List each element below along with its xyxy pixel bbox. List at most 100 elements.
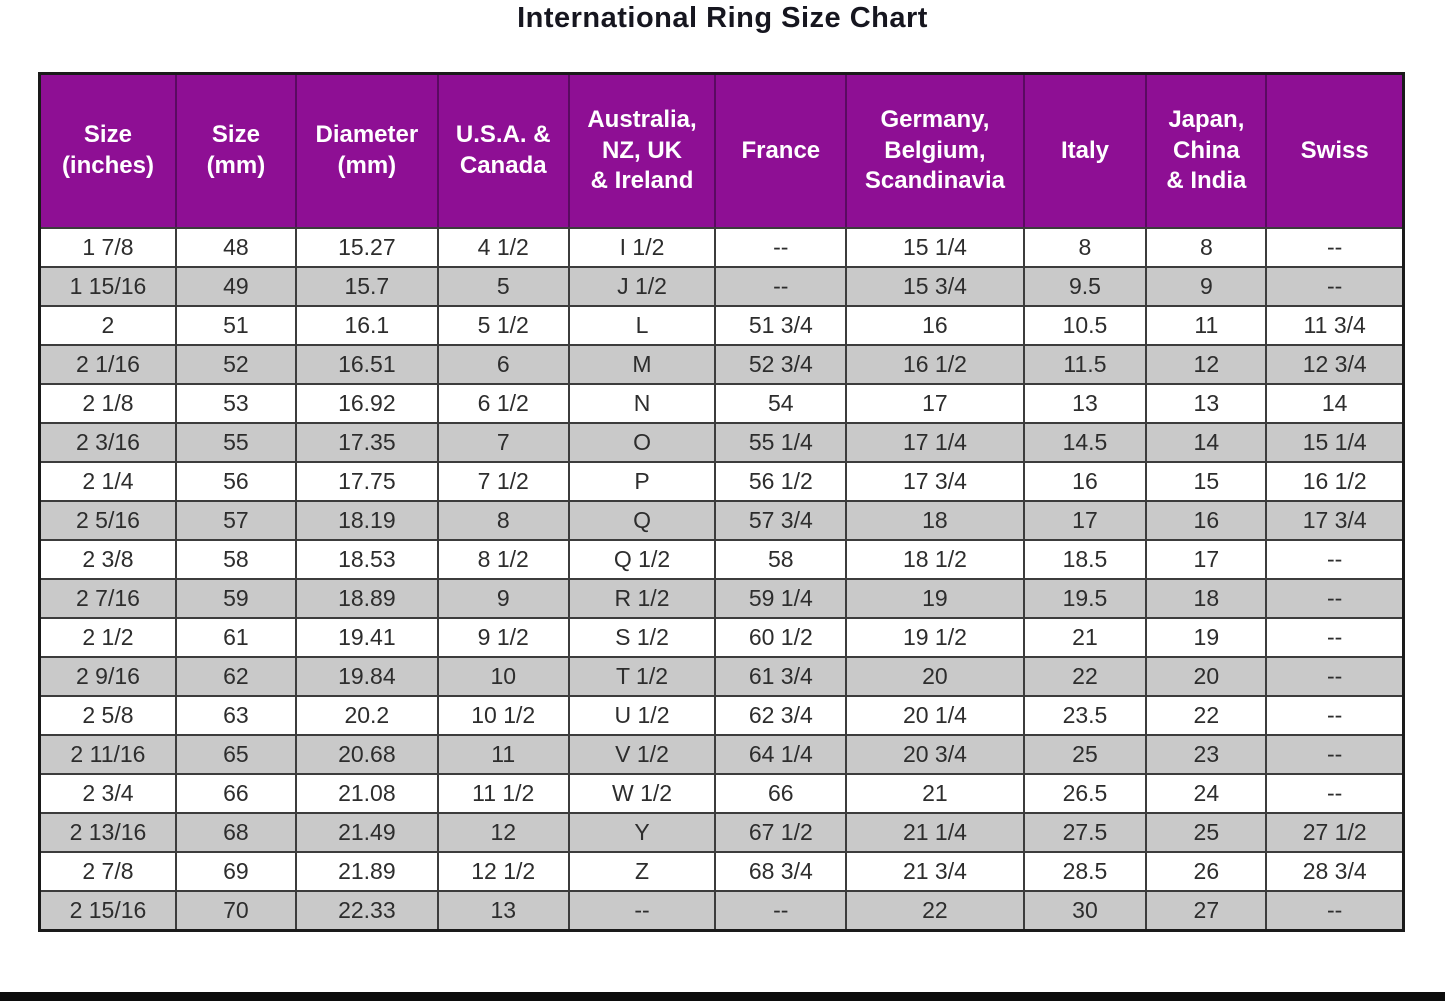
header-row: Size (inches) Size (mm) Diameter (mm) U.S.A… xyxy=(39,73,1404,229)
table-cell: Q 1/2 xyxy=(567,539,717,580)
table-cell: 48 xyxy=(174,227,297,268)
table-cell: 19 xyxy=(1145,617,1268,658)
page-title: International Ring Size Chart xyxy=(517,2,928,34)
table-cell: Y xyxy=(567,812,717,853)
table-cell: 2 9/16 xyxy=(38,656,177,697)
table-cell: 9 xyxy=(436,578,570,619)
table-cell: 64 1/4 xyxy=(714,734,848,775)
table-row: 2 7/16 59 18.89 9 R 1/2 59 1/4 19 19.5 18 -- xyxy=(38,578,1405,619)
table-cell: 13 xyxy=(436,890,570,932)
table-cell: 21 xyxy=(1022,617,1148,658)
table-cell: 8 1/2 xyxy=(436,539,570,580)
column-header: U.S.A. & Canada xyxy=(436,73,569,229)
table-cell: 11 1/2 xyxy=(436,773,570,814)
table-cell: 17.75 xyxy=(294,461,439,502)
table-row: 2 51 16.1 5 1/2 L 51 3/4 16 10.5 11 11 3/4 xyxy=(38,305,1405,346)
table-cell: 10 1/2 xyxy=(436,695,570,736)
table-row: 2 5/16 57 18.19 8 Q 57 3/4 18 17 16 17 3/4 xyxy=(38,500,1405,541)
table-cell: 2 1/4 xyxy=(38,461,177,502)
table-cell: 15 1/4 xyxy=(845,227,1025,268)
table-cell: 19 1/2 xyxy=(845,617,1025,658)
table-cell: 2 3/4 xyxy=(38,773,177,814)
table-cell: 25 xyxy=(1145,812,1268,853)
table-cell: 22 xyxy=(845,890,1025,932)
table-cell: 30 xyxy=(1022,890,1148,932)
table-cell: 57 xyxy=(174,500,297,541)
table-cell: 28 3/4 xyxy=(1265,851,1405,892)
table-cell: 68 3/4 xyxy=(714,851,848,892)
table-cell: 9 xyxy=(1145,266,1268,307)
table-cell: 20 xyxy=(1145,656,1268,697)
table-cell: 19.5 xyxy=(1022,578,1148,619)
table-cell: -- xyxy=(1265,578,1405,619)
table-cell: 2 15/16 xyxy=(38,890,177,932)
column-header: Australia, NZ, UK & Ireland xyxy=(567,73,716,229)
table-cell: 66 xyxy=(714,773,848,814)
table-cell: 25 xyxy=(1022,734,1148,775)
table-cell: I 1/2 xyxy=(567,227,717,268)
table-row: 2 1/2 61 19.41 9 1/2 S 1/2 60 1/2 19 1/2 21 19 -- xyxy=(38,617,1405,658)
table-cell: W 1/2 xyxy=(567,773,717,814)
table-cell: 2 1/16 xyxy=(38,344,177,385)
table-cell: 27.5 xyxy=(1022,812,1148,853)
table-cell: 56 xyxy=(174,461,297,502)
table-cell: 67 1/2 xyxy=(714,812,848,853)
table-cell: 21 xyxy=(845,773,1025,814)
table-cell: 65 xyxy=(174,734,297,775)
table-row: 2 1/4 56 17.75 7 1/2 P 56 1/2 17 3/4 16 15 16 1/2 xyxy=(38,461,1405,502)
table-cell: 27 xyxy=(1145,890,1268,932)
table-cell: 9.5 xyxy=(1022,266,1148,307)
table-cell: 7 xyxy=(436,422,570,463)
ring-size-table: Size (inches) Size (mm) Diameter (mm) U.S.A… xyxy=(38,72,1405,932)
table-cell: 11 xyxy=(1145,305,1268,346)
table-cell: 13 xyxy=(1145,383,1268,424)
table-cell: 8 xyxy=(436,500,570,541)
table-cell: 15.27 xyxy=(294,227,439,268)
table-cell: -- xyxy=(1265,890,1405,932)
table-cell: U 1/2 xyxy=(567,695,717,736)
column-header: Japan, China & India xyxy=(1145,73,1267,229)
table-row: 2 9/16 62 19.84 10 T 1/2 61 3/4 20 22 20 -- xyxy=(38,656,1405,697)
table-cell: 2 7/16 xyxy=(38,578,177,619)
table-cell: 56 1/2 xyxy=(714,461,848,502)
table-cell: O xyxy=(567,422,717,463)
table-cell: 18.53 xyxy=(294,539,439,580)
table-cell: 61 3/4 xyxy=(714,656,848,697)
table-row: 2 3/8 58 18.53 8 1/2 Q 1/2 58 18 1/2 18.5 17 -- xyxy=(38,539,1405,580)
column-header: Size (inches) xyxy=(39,73,176,229)
table-cell: 26.5 xyxy=(1022,773,1148,814)
table-cell: 20 xyxy=(845,656,1025,697)
table-cell: -- xyxy=(1265,227,1405,268)
table-cell: 68 xyxy=(174,812,297,853)
table-cell: -- xyxy=(1265,656,1405,697)
table-cell: 17 xyxy=(845,383,1025,424)
table-cell: 17 3/4 xyxy=(845,461,1025,502)
table-cell: 61 xyxy=(174,617,297,658)
table-cell: -- xyxy=(567,890,717,932)
table-cell: 11 xyxy=(436,734,570,775)
table-cell: 18 1/2 xyxy=(845,539,1025,580)
table-cell: 55 1/4 xyxy=(714,422,848,463)
table-cell: 12 1/2 xyxy=(436,851,570,892)
table-cell: 5 xyxy=(436,266,570,307)
table-cell: 63 xyxy=(174,695,297,736)
table-cell: 22.33 xyxy=(294,890,439,932)
table-row: 2 3/4 66 21.08 11 1/2 W 1/2 66 21 26.5 24 -- xyxy=(38,773,1405,814)
table-cell: 51 xyxy=(174,305,297,346)
table-cell: Q xyxy=(567,500,717,541)
table-cell: S 1/2 xyxy=(567,617,717,658)
table-row: 2 5/8 63 20.2 10 1/2 U 1/2 62 3/4 20 1/4 23.5 22… xyxy=(38,695,1405,736)
table-cell: 22 xyxy=(1022,656,1148,697)
table-cell: T 1/2 xyxy=(567,656,717,697)
table-cell: 55 xyxy=(174,422,297,463)
table-cell: 18.19 xyxy=(294,500,439,541)
table-cell: 2 1/8 xyxy=(38,383,177,424)
table-row: 1 15/16 49 15.7 5 J 1/2 -- 15 3/4 9.5 9 -- xyxy=(38,266,1405,307)
table-row: 2 13/16 68 21.49 12 Y 67 1/2 21 1/4 27.5 25 27 1/… xyxy=(38,812,1405,853)
table-cell: 15.7 xyxy=(294,266,439,307)
table-cell: 18 xyxy=(845,500,1025,541)
table-cell: 62 xyxy=(174,656,297,697)
column-header: Size (mm) xyxy=(174,73,296,229)
table-cell: 9 1/2 xyxy=(436,617,570,658)
table-body: 1 7/8 48 15.27 4 1/2 I 1/2 -- 15 1/4 8 8 -- 1 15/1… xyxy=(38,227,1405,932)
